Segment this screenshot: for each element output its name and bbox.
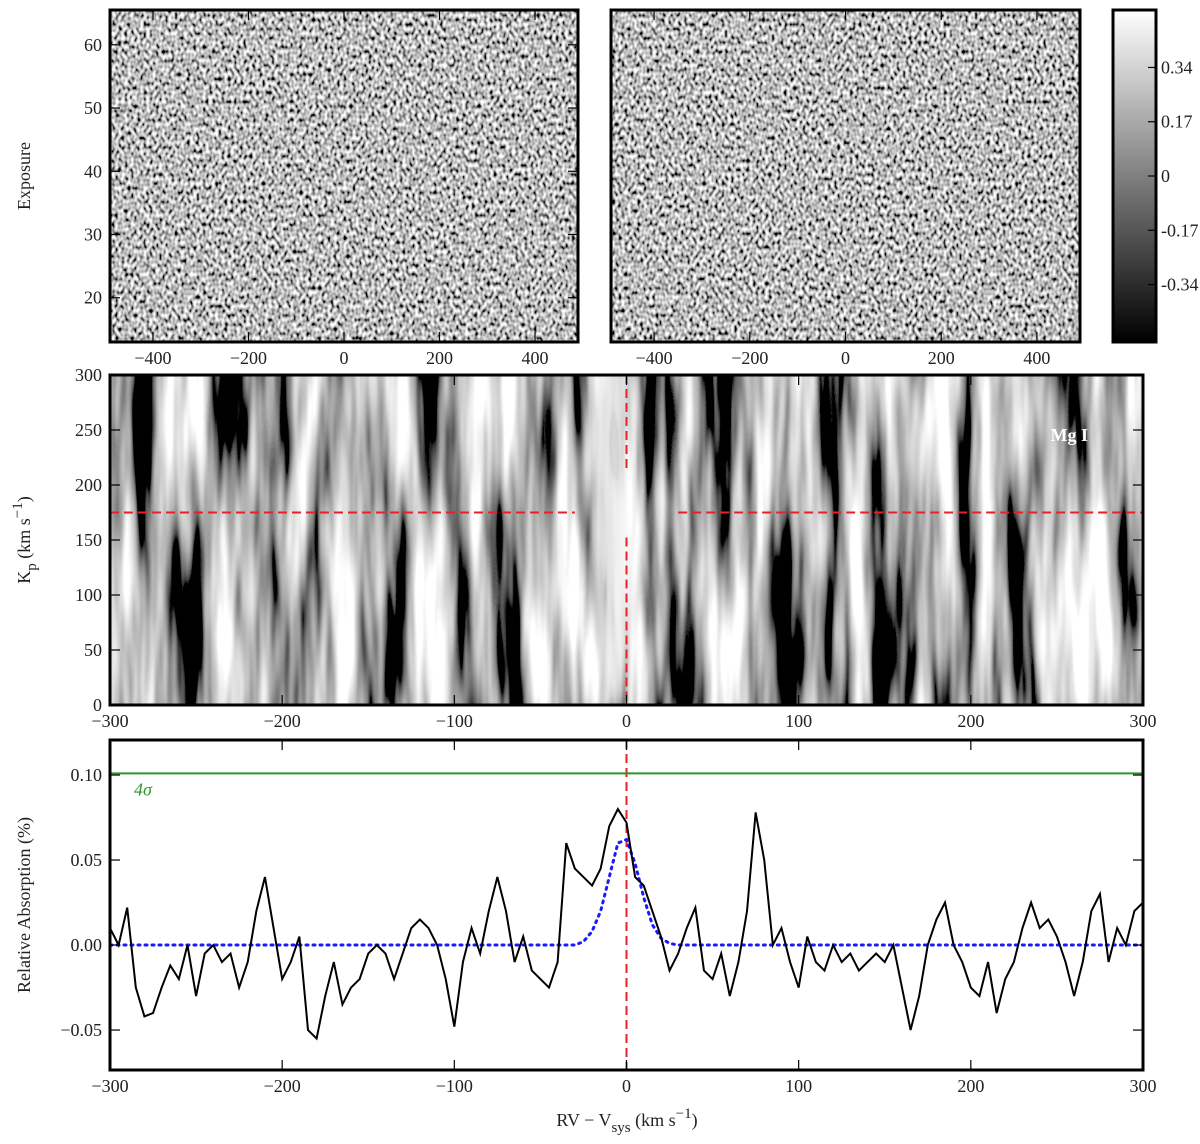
x-axis-label: RV − Vsys (km s−1): [556, 1106, 697, 1136]
plot-frame: [609, 8, 1082, 344]
label-part: ): [14, 496, 35, 502]
y-tick-label: 0.10: [71, 765, 103, 785]
x-tick-label: −100: [436, 711, 473, 731]
colorbar-tick-label: -0.34: [1161, 275, 1199, 295]
x-tick-label: −200: [264, 711, 301, 731]
x-tick-label: 0: [622, 711, 631, 731]
colorbar-tick-label: 0: [1161, 166, 1170, 186]
x-tick-label: 100: [785, 1076, 812, 1096]
plot-frame: [108, 8, 580, 344]
heatmap: [611, 10, 1080, 342]
plot-frame: [108, 373, 1145, 707]
colorbar-tick-label: -0.17: [1161, 220, 1199, 240]
heatmap-texture: [611, 10, 1080, 342]
x-tick-label: 200: [957, 1076, 984, 1096]
y-tick-label: 40: [84, 161, 102, 181]
x-tick-label: 300: [1130, 1076, 1157, 1096]
label-part: p: [24, 563, 40, 571]
y-tick-label: 0: [93, 695, 102, 715]
x-tick-label: −300: [91, 1076, 128, 1096]
label-part: (km s: [14, 518, 35, 563]
threshold-label: 4σ: [134, 779, 153, 799]
heatmap: [110, 10, 578, 342]
x-tick-label: 400: [1023, 348, 1050, 368]
y-tick-label: 0.00: [71, 935, 103, 955]
y-tick-label: 60: [84, 35, 102, 55]
x-tick-label: −200: [230, 348, 267, 368]
x-tick-label: 0: [622, 1076, 631, 1096]
annotation: Mg I: [1051, 425, 1089, 445]
label-part: ): [692, 1110, 698, 1131]
model-line: [108, 837, 1145, 947]
y-tick-label: 50: [84, 98, 102, 118]
x-tick-label: −200: [264, 1076, 301, 1096]
x-tick-label: 200: [426, 348, 453, 368]
y-tick-label: −0.05: [60, 1020, 102, 1040]
x-tick-label: 0: [340, 348, 349, 368]
x-tick-label: 300: [1130, 711, 1157, 731]
signal-glow: [596, 375, 633, 705]
label-part: −1: [676, 1106, 692, 1122]
x-tick-label: 0: [841, 348, 850, 368]
plot-frame: [108, 738, 1145, 1072]
x-tick-label: −300: [91, 711, 128, 731]
x-tick-label: 200: [928, 348, 955, 368]
y-tick-label: 200: [75, 475, 102, 495]
y-tick-label: 50: [84, 640, 102, 660]
x-tick-label: 400: [522, 348, 549, 368]
x-tick-label: −200: [731, 348, 768, 368]
x-tick-label: 100: [785, 711, 812, 731]
data-line: [109, 807, 1144, 1041]
label-part: sys: [611, 1120, 630, 1136]
y-axis-label: Relative Absorption (%): [14, 817, 35, 993]
y-axis-label: Exposure: [14, 142, 34, 210]
y-tick-label: 150: [75, 530, 102, 550]
y-tick-label: 250: [75, 420, 102, 440]
label-part: RV − V: [556, 1110, 611, 1130]
x-tick-label: 200: [957, 711, 984, 731]
y-tick-label: 30: [84, 224, 102, 244]
label-part: −1: [10, 502, 26, 518]
colorbar-tick-label: 0.17: [1161, 112, 1193, 132]
heatmap-texture: [110, 10, 578, 342]
x-tick-label: −400: [134, 348, 171, 368]
label-part: (km s: [631, 1110, 676, 1131]
y-tick-label: 300: [75, 365, 102, 385]
y-axis-label: Kp (km s−1): [10, 496, 40, 583]
x-tick-label: −100: [436, 1076, 473, 1096]
label-part: K: [14, 571, 34, 584]
x-tick-label: −400: [635, 348, 672, 368]
y-tick-label: 0.05: [71, 850, 103, 870]
y-tick-label: 20: [84, 288, 102, 308]
y-tick-label: 100: [75, 585, 102, 605]
colorbar-tick-label: 0.34: [1161, 57, 1193, 77]
